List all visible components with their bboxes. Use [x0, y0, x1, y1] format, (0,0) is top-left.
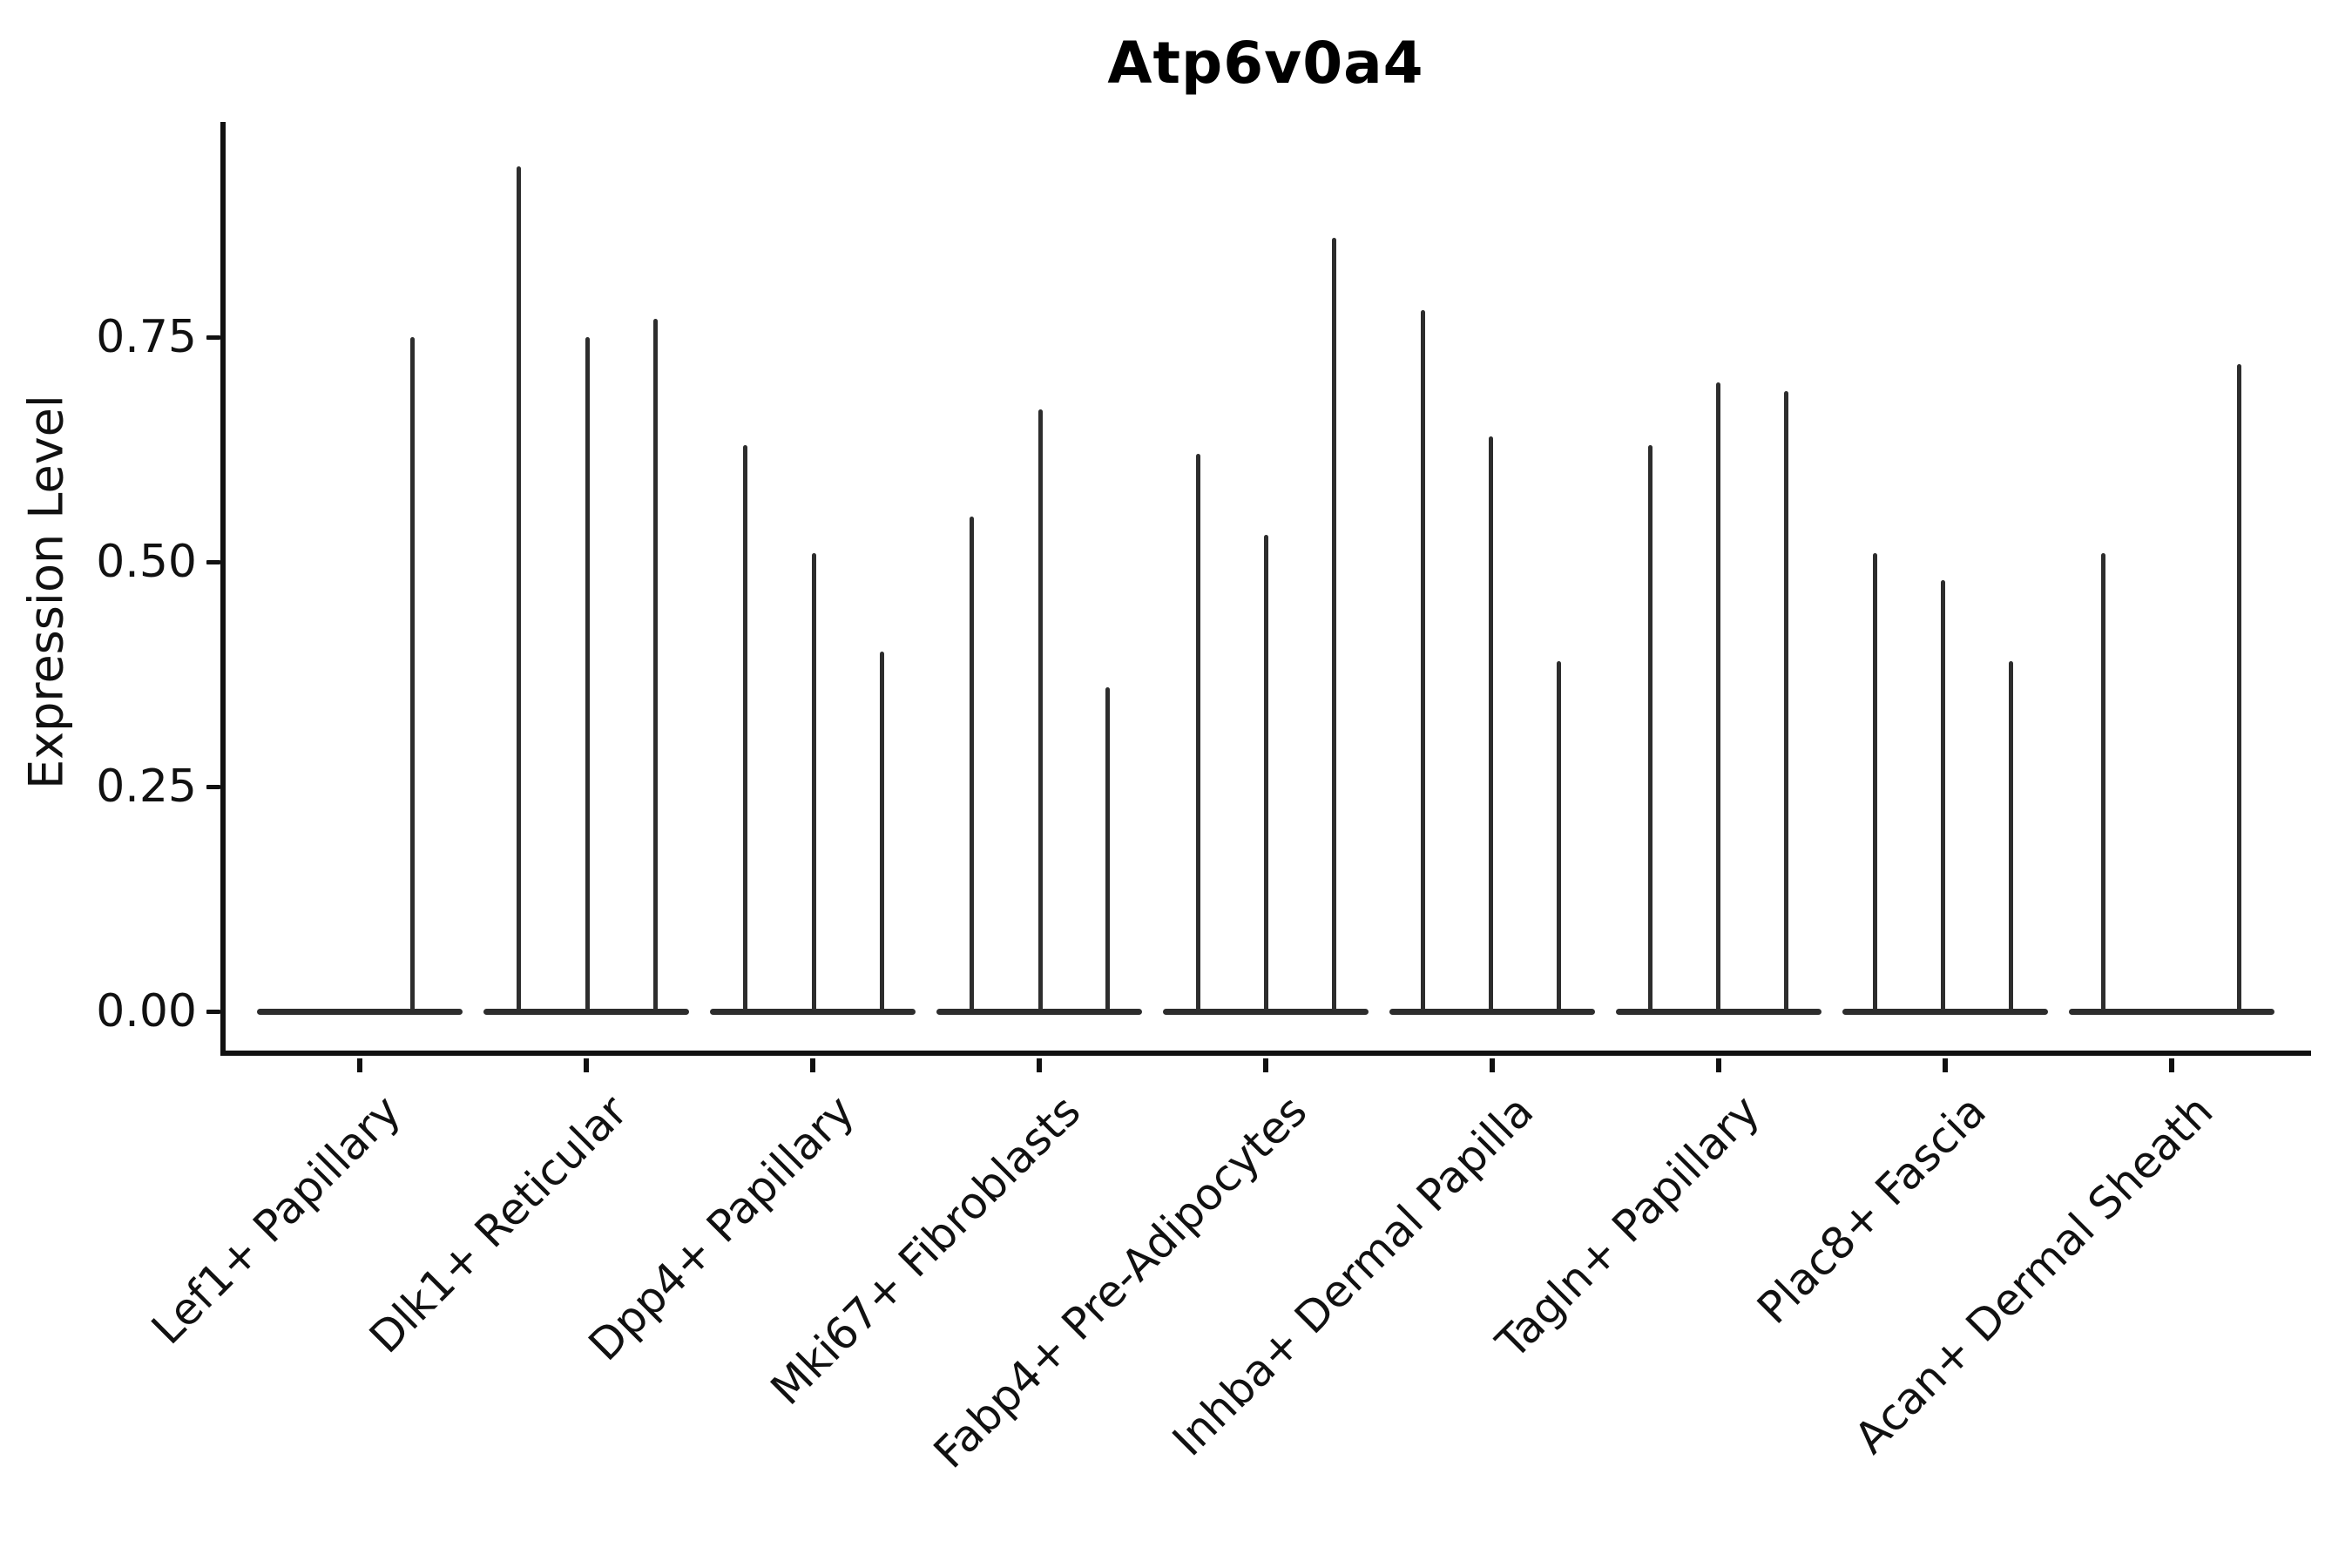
- x-category-label: Fabp4+ Pre-Adipocytes: [923, 1085, 1317, 1478]
- violin-spike: [585, 337, 590, 1014]
- violin-spike: [1488, 436, 1493, 1014]
- x-axis-line: [220, 1051, 2311, 1056]
- x-tick: [2169, 1058, 2174, 1072]
- x-tick: [1716, 1058, 1721, 1072]
- y-tick-label: 0.25: [96, 760, 197, 813]
- violin-spike: [2008, 660, 2013, 1014]
- x-category-label: Inhba+ Dermal Papilla: [1163, 1085, 1544, 1466]
- x-category-label: Plac8+ Fascia: [1747, 1085, 1997, 1335]
- violin-spike: [1331, 238, 1336, 1014]
- violin-spike: [1783, 390, 1788, 1014]
- plot-title: Atp6v0a4: [1107, 30, 1424, 97]
- y-tick: [206, 1009, 220, 1014]
- x-tick: [584, 1058, 589, 1072]
- violin-spike: [1195, 454, 1200, 1014]
- violin-spike: [1556, 660, 1561, 1014]
- violin-spike: [1105, 687, 1110, 1014]
- violin-spike: [811, 552, 816, 1014]
- violin-spike: [879, 652, 884, 1014]
- x-tick: [357, 1058, 362, 1072]
- violin-spike: [1647, 444, 1652, 1014]
- y-tick: [206, 559, 220, 564]
- violin-spike: [1263, 535, 1268, 1014]
- violin-spike: [1037, 409, 1043, 1014]
- violin-spike: [742, 444, 747, 1014]
- violin-spike: [652, 319, 658, 1014]
- violin-spike: [969, 517, 974, 1014]
- x-tick: [1943, 1058, 1948, 1072]
- violin-spike: [409, 337, 415, 1014]
- y-tick: [206, 784, 220, 789]
- y-tick-label: 0.00: [96, 985, 197, 1037]
- y-axis-title: Expression Level: [18, 395, 74, 789]
- violin-spike: [1715, 382, 1720, 1014]
- y-tick-label: 0.75: [96, 311, 197, 363]
- x-tick: [810, 1058, 815, 1072]
- violin-base: [2069, 1008, 2274, 1015]
- violin-spike: [1420, 310, 1425, 1014]
- y-axis-line: [220, 122, 226, 1056]
- x-tick: [1490, 1058, 1495, 1072]
- y-tick-label: 0.50: [96, 536, 197, 588]
- violin-spike: [2236, 363, 2241, 1014]
- violin-spike: [516, 166, 521, 1014]
- violin-base: [1842, 1008, 2048, 1015]
- x-tick: [1263, 1058, 1268, 1072]
- violin-spike: [1940, 579, 1945, 1014]
- violin-spike: [2100, 552, 2105, 1014]
- x-category-label: Lef1+ Papillary: [142, 1085, 411, 1355]
- violin-spike: [1872, 552, 1877, 1014]
- violin-base: [257, 1008, 463, 1015]
- x-tick: [1037, 1058, 1042, 1072]
- y-tick: [206, 335, 220, 340]
